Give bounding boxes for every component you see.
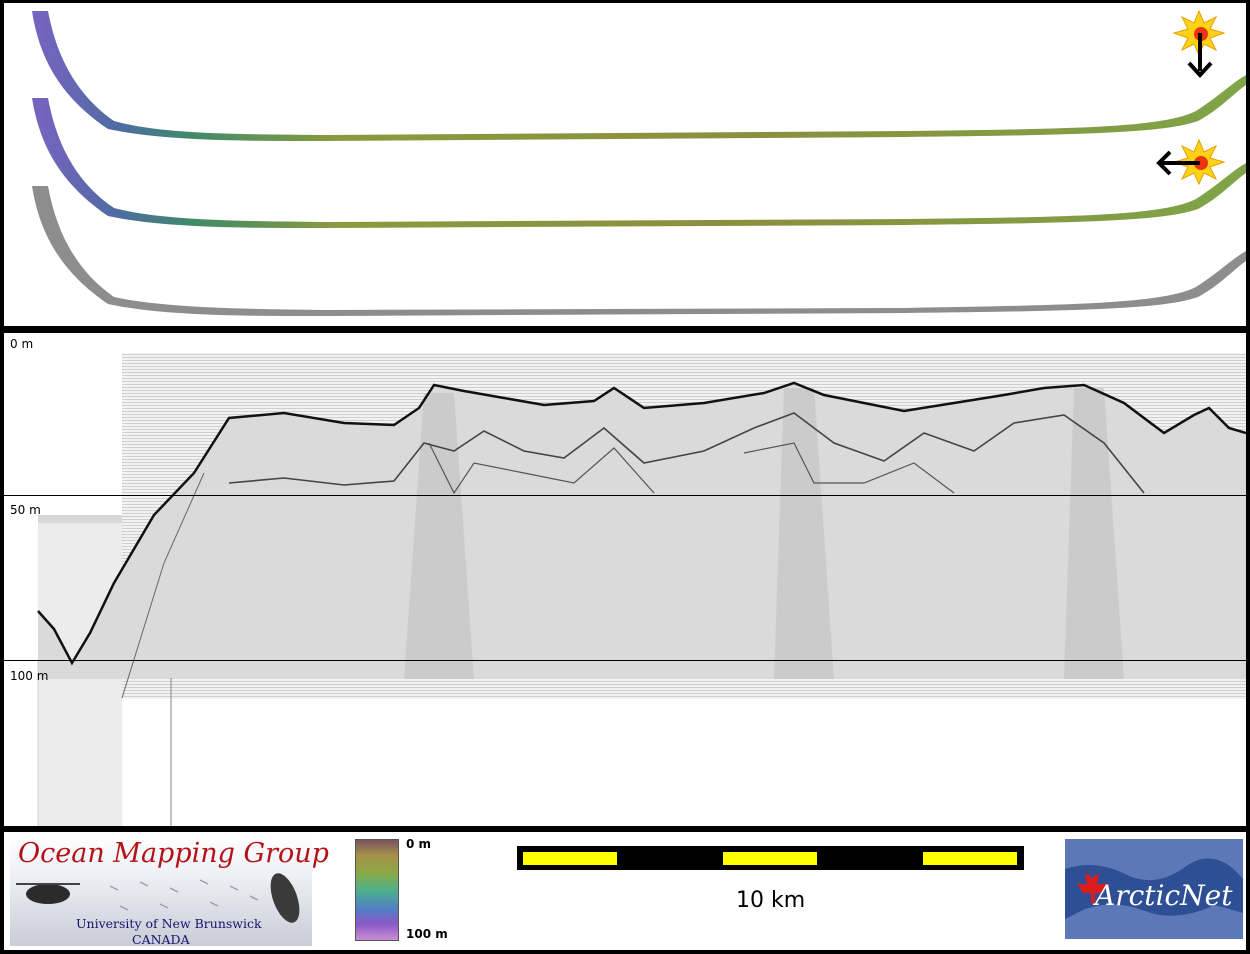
swath-strip-gray <box>32 186 1246 316</box>
swath-strips <box>32 9 1246 316</box>
maple-leaf-icon <box>1077 865 1107 903</box>
scale-segment <box>723 852 817 865</box>
colorbar-bottom-label: 100 m <box>406 927 448 941</box>
scale-segment <box>923 852 1017 865</box>
arcticnet-text: ArcticNet <box>1095 879 1233 912</box>
scale-bar <box>517 846 1024 870</box>
swath-strip-illuminated-north <box>32 11 1246 141</box>
scale-label: 10 km <box>736 888 806 913</box>
seafloor-reflector <box>37 381 1246 666</box>
omg-title: Ocean Mapping Group <box>18 838 329 869</box>
depth-label-100m: 100 m <box>10 669 49 683</box>
depth-label-0m: 0 m <box>10 337 34 351</box>
swath-strip-illuminated-east <box>32 98 1246 228</box>
arrow-down-icon <box>1187 33 1213 78</box>
omg-university: University of New Brunswick <box>76 916 262 931</box>
swath-panel <box>4 3 1246 326</box>
arcticnet-logo: ArcticNet <box>1065 839 1243 939</box>
depth-label-50m: 50 m <box>10 503 41 517</box>
scale-segment <box>523 852 617 865</box>
subbottom-profile <box>37 353 1246 826</box>
omg-logo-graphic <box>16 873 300 923</box>
arcticnet-map-graphic <box>1065 839 1243 939</box>
footer-panel: Ocean Mapping Group University of New Br… <box>4 832 1246 950</box>
depth-gridline-100m <box>4 660 1246 661</box>
colorbar-top-label: 0 m <box>406 837 432 851</box>
depth-gridline-50m <box>4 495 1246 496</box>
depth-colorbar <box>355 839 399 941</box>
omg-logo: Ocean Mapping Group University of New Br… <box>10 836 329 947</box>
arrow-left-icon <box>1156 150 1200 176</box>
profile-panel: 0 m 50 m 100 m <box>4 333 1246 826</box>
subsurface-reflector <box>228 412 1145 494</box>
omg-country: CANADA <box>132 932 190 947</box>
